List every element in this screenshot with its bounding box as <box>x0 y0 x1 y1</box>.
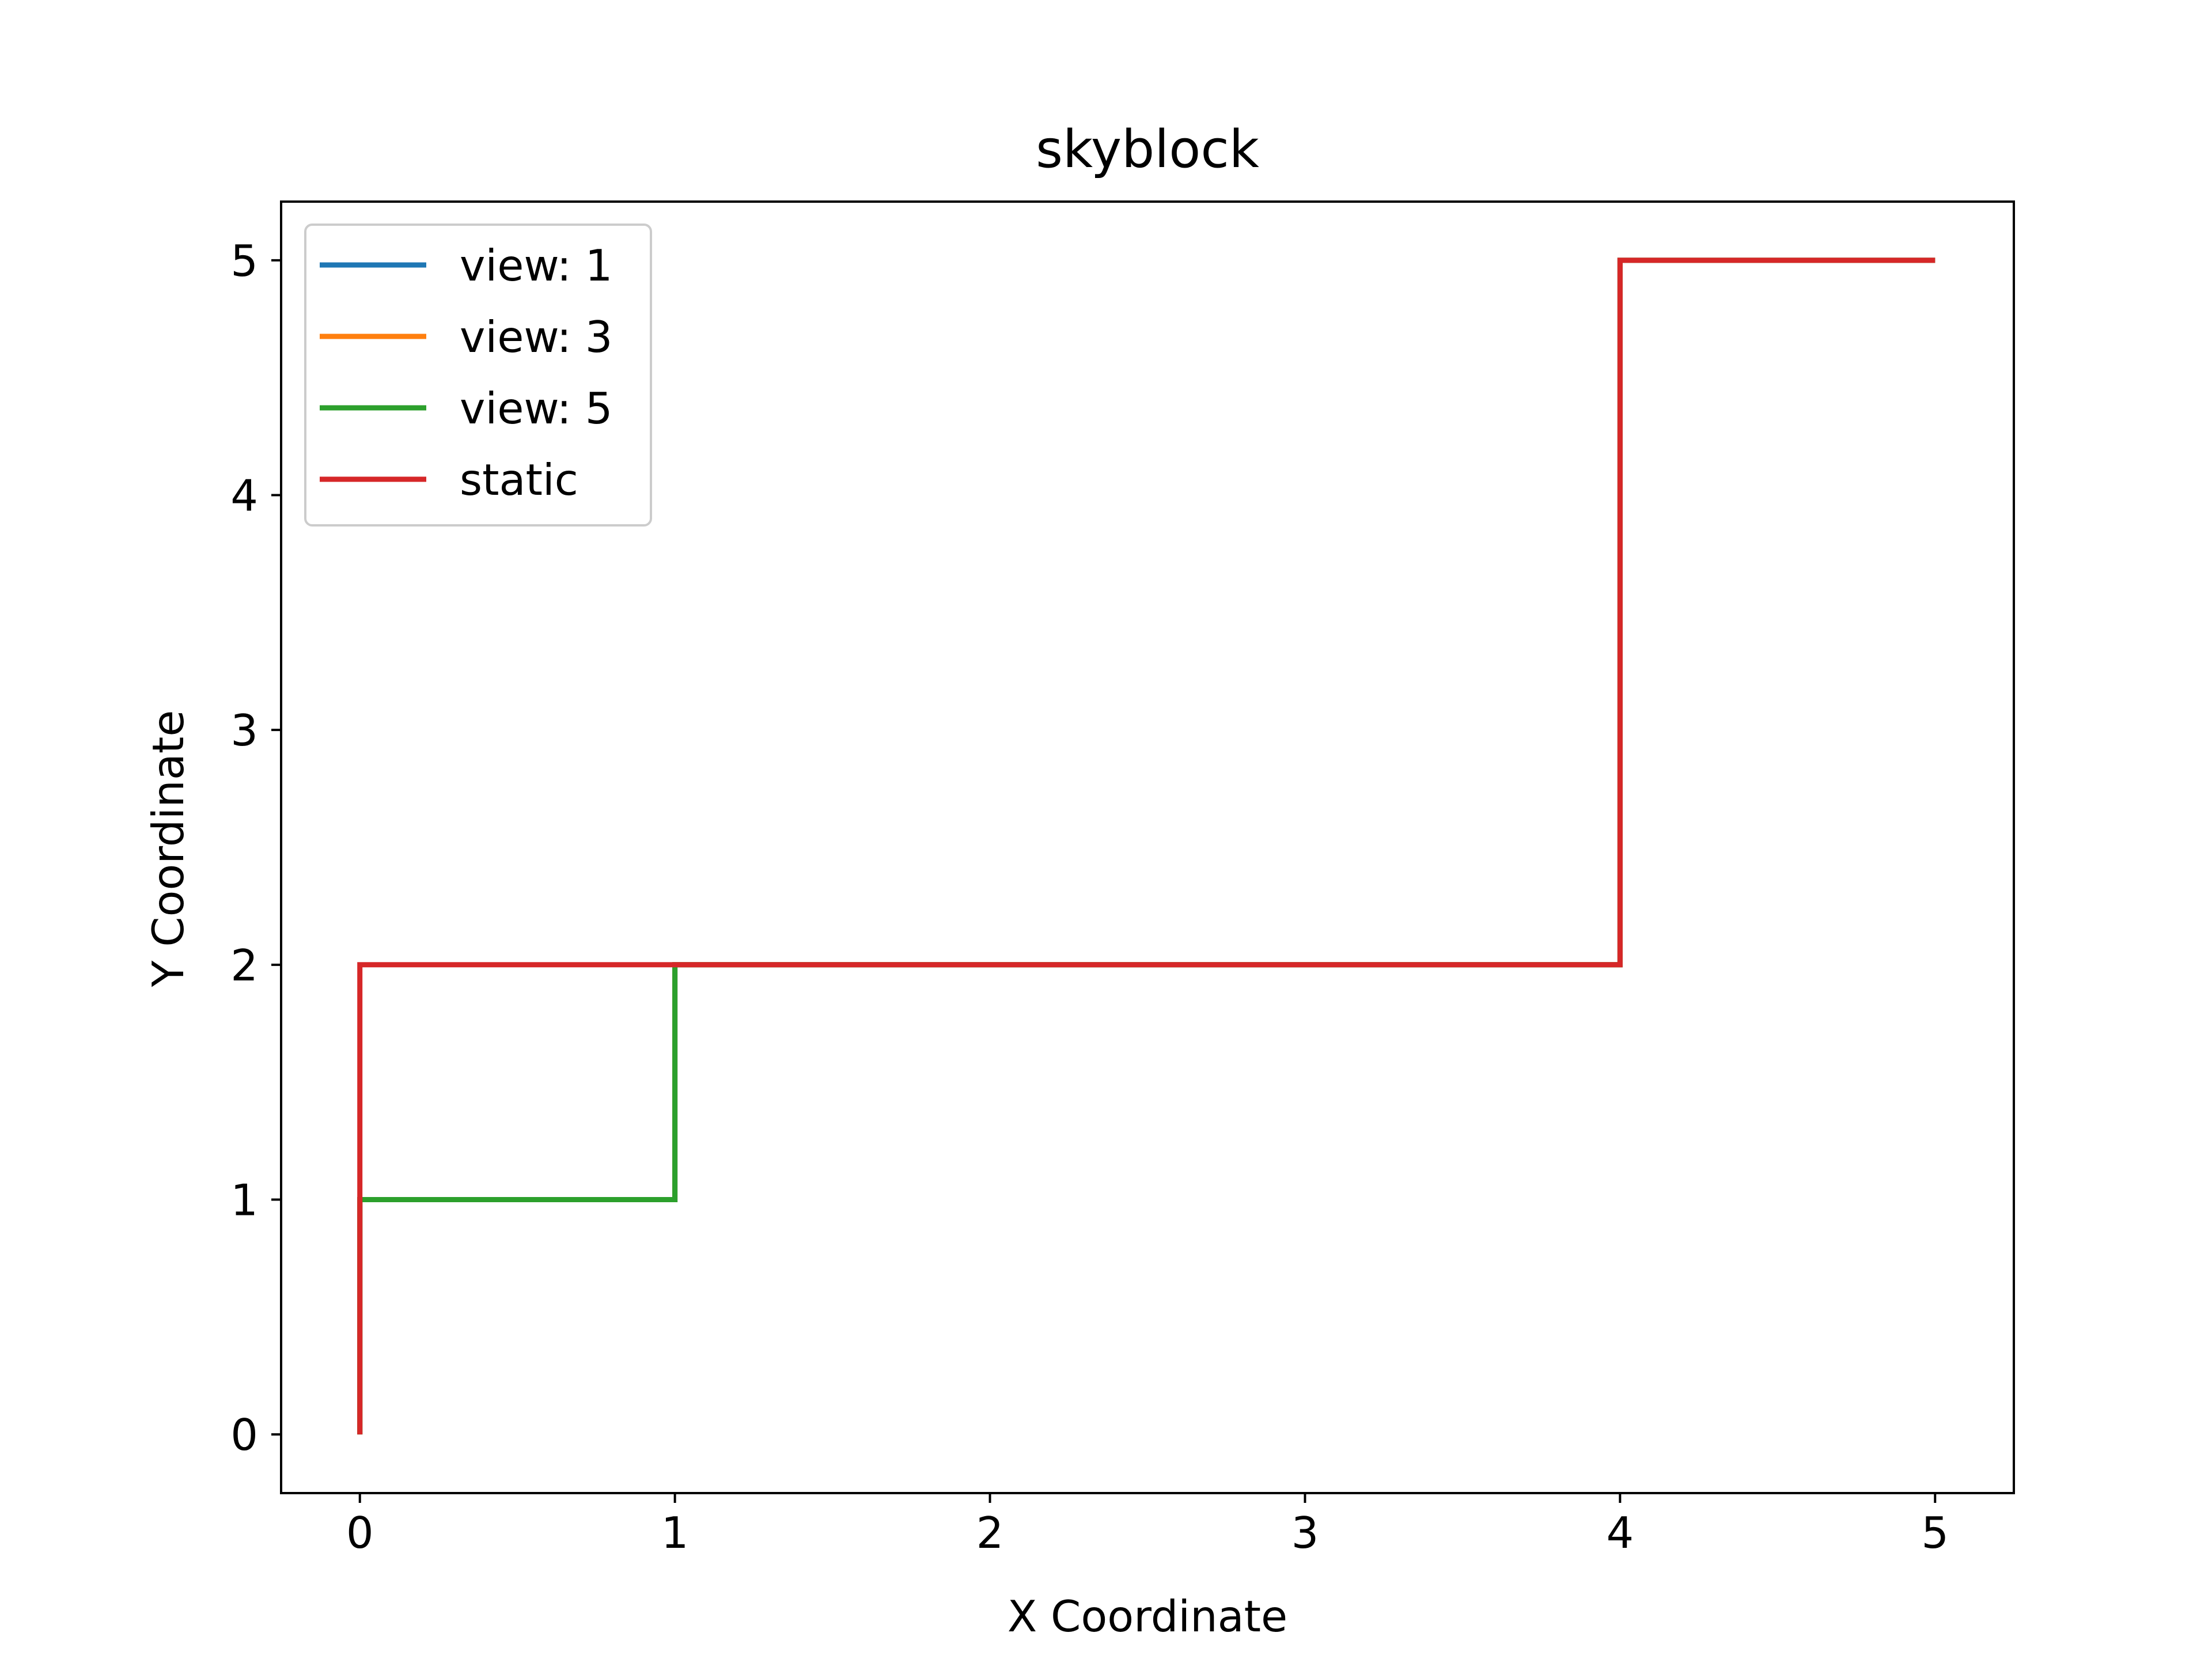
x-axis: 0 1 2 3 4 5 <box>346 1493 1949 1558</box>
plot-area <box>280 200 2015 1494</box>
plot-frame <box>280 200 2015 1494</box>
y-tick-label: 4 <box>230 471 258 521</box>
y-tick-label: 0 <box>230 1410 258 1460</box>
legend-box <box>304 224 652 527</box>
x-tick-label: 1 <box>661 1508 689 1558</box>
y-axis: 0 1 2 3 4 5 <box>230 236 281 1460</box>
x-tick-label: 3 <box>1291 1508 1319 1558</box>
x-tick-label: 4 <box>1607 1508 1634 1558</box>
chart-title: skyblock <box>1036 119 1259 180</box>
x-tick-label: 0 <box>346 1508 374 1558</box>
series-line-4 <box>357 257 1936 1435</box>
x-tick-label: 5 <box>1921 1508 1949 1558</box>
y-tick-label: 5 <box>230 236 258 286</box>
y-axis-label: Y Coordinate <box>143 710 194 988</box>
x-tick-label: 2 <box>976 1508 1004 1558</box>
legend-label-4: static <box>460 454 578 505</box>
y-tick-label: 1 <box>230 1175 258 1225</box>
y-tick-label: 3 <box>230 705 258 756</box>
legend-label-2: view: 3 <box>460 312 612 362</box>
y-tick-label: 2 <box>230 940 258 991</box>
legend-label-1: view: 1 <box>460 240 612 291</box>
legend: view: 1 view: 3 view: 5 static <box>304 224 652 527</box>
legend-label-3: view: 5 <box>460 383 612 434</box>
x-axis-label: X Coordinate <box>1007 1591 1287 1642</box>
